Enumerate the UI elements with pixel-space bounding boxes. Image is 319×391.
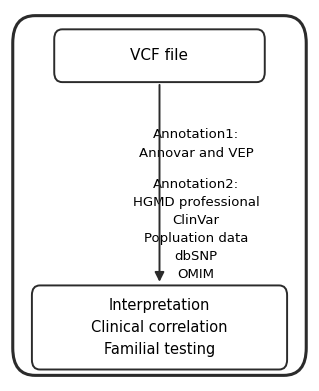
FancyBboxPatch shape xyxy=(13,16,306,375)
FancyBboxPatch shape xyxy=(32,285,287,369)
Text: Annotation2:
HGMD professional
ClinVar
Popluation data
dbSNP
OMIM: Annotation2: HGMD professional ClinVar P… xyxy=(133,178,260,281)
Text: Interpretation
Clinical correlation
Familial testing: Interpretation Clinical correlation Fami… xyxy=(91,298,228,357)
Text: VCF file: VCF file xyxy=(130,48,189,63)
Text: Annotation1:
Annovar and VEP: Annotation1: Annovar and VEP xyxy=(139,128,254,160)
FancyBboxPatch shape xyxy=(54,29,265,82)
